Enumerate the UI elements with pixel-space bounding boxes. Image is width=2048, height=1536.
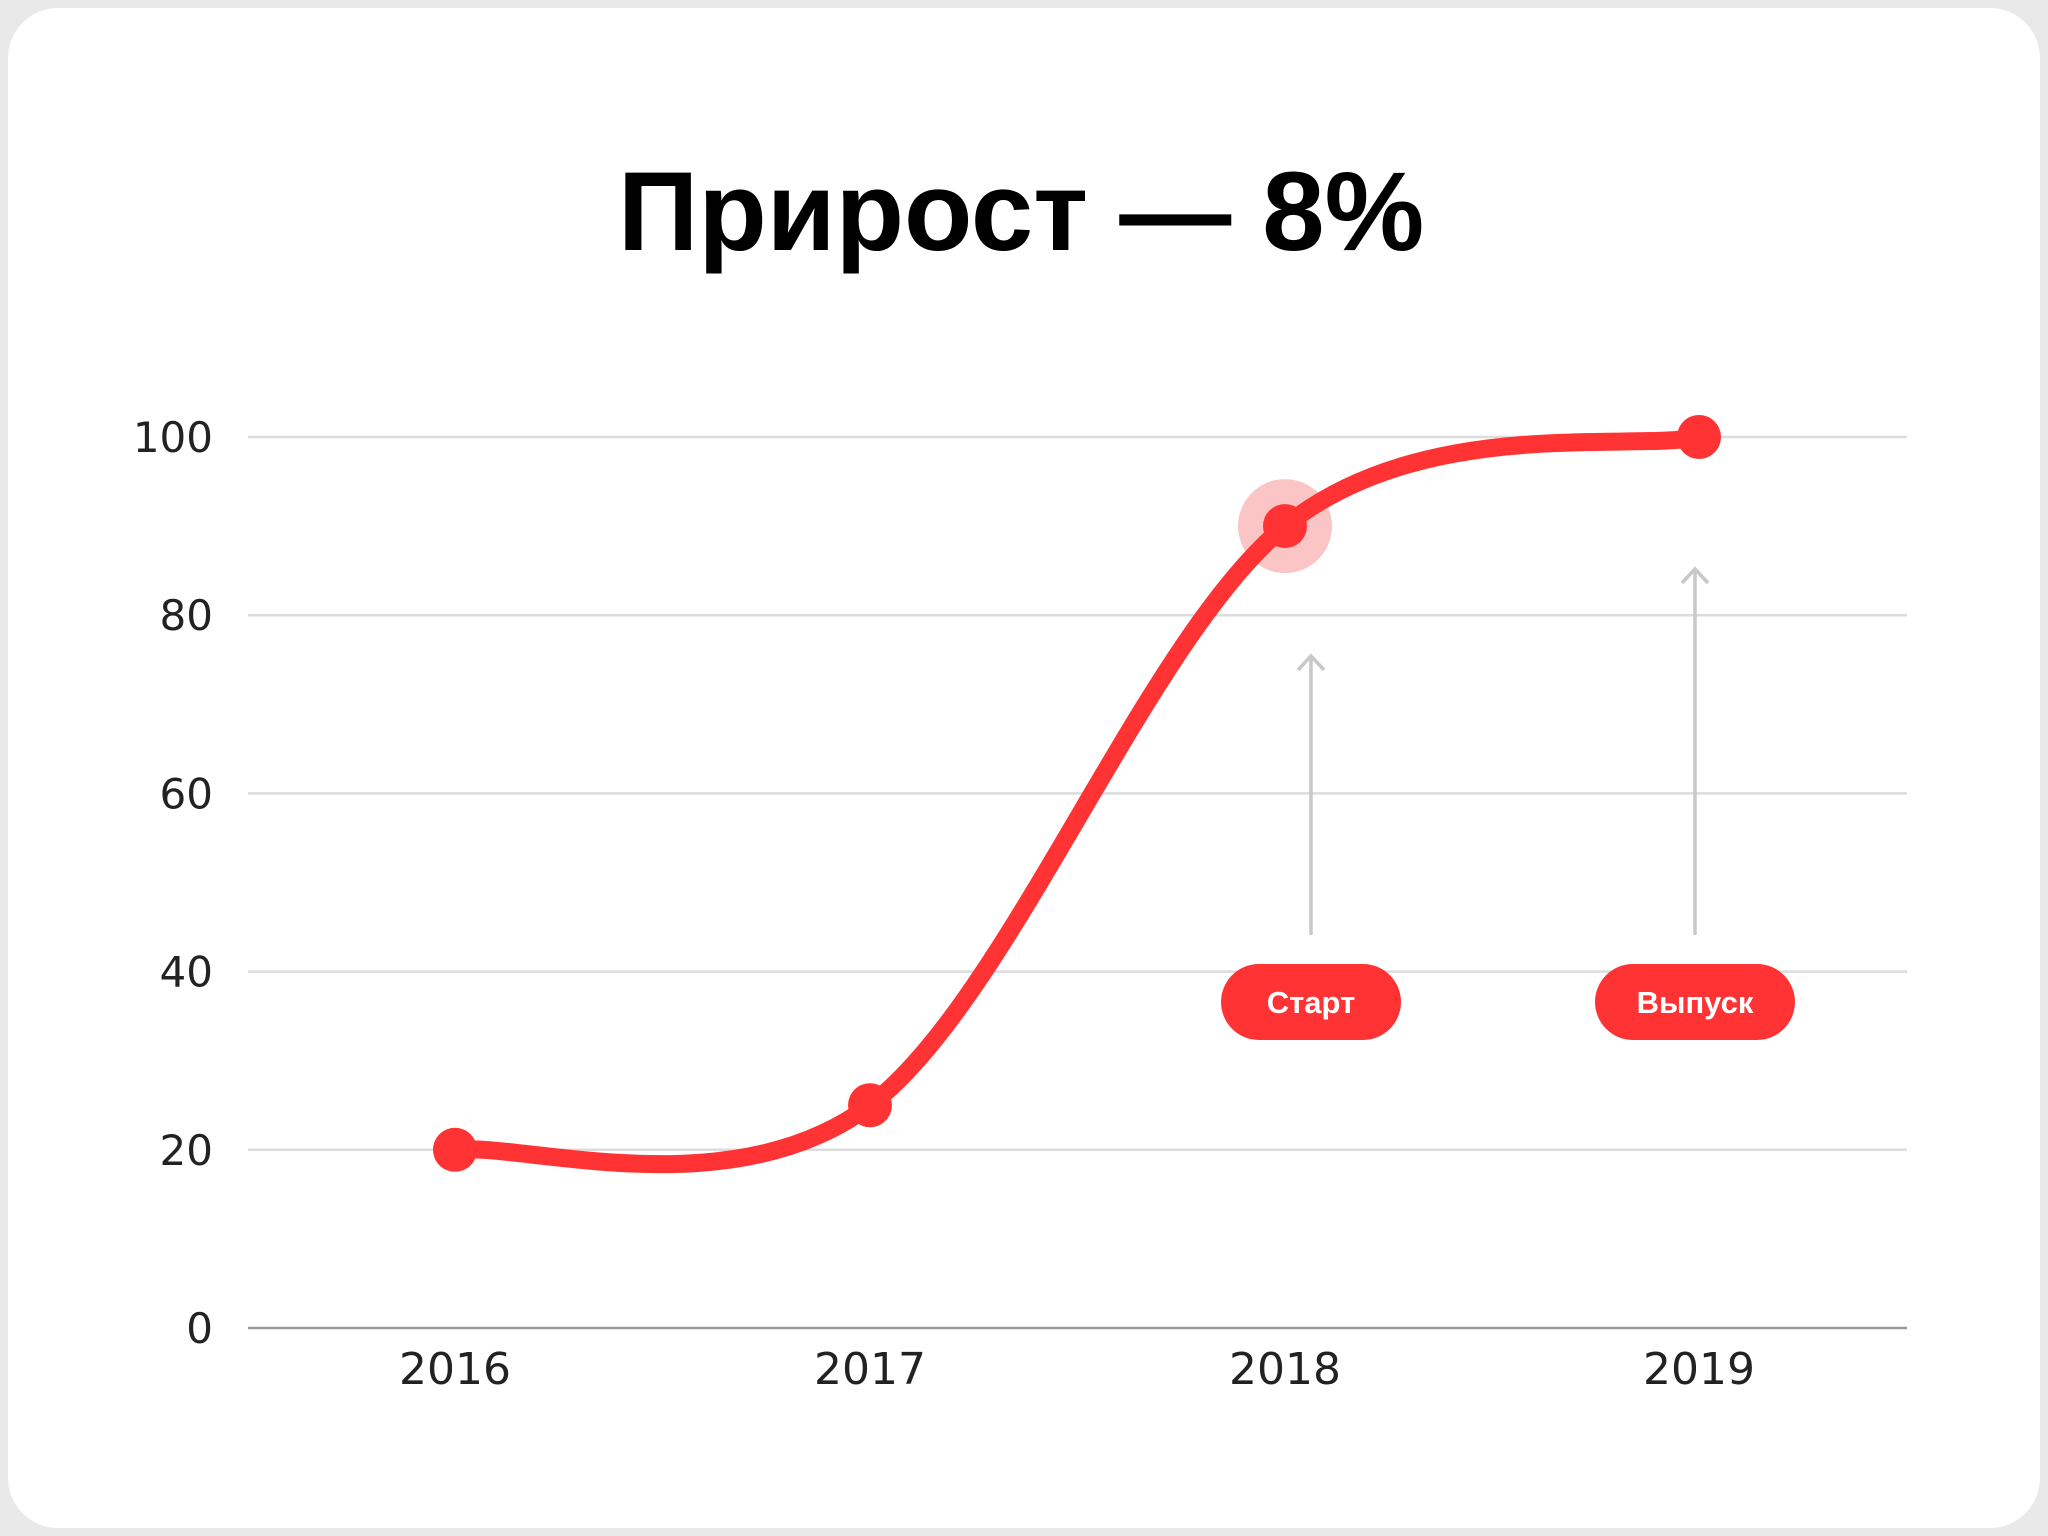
data-point <box>1677 415 1721 459</box>
data-point <box>1263 504 1307 549</box>
y-tick-label: 60 <box>160 769 213 818</box>
data-point <box>433 1127 477 1172</box>
x-tick-label: 2016 <box>399 1344 511 1395</box>
x-tick-label: 2018 <box>1229 1344 1341 1395</box>
y-tick-label: 80 <box>160 591 213 640</box>
chart-title: Прирост — 8% <box>618 149 1424 274</box>
arrow-up-icon <box>1680 566 1710 935</box>
x-tick-label: 2019 <box>1643 1344 1755 1395</box>
y-tick-label: 0 <box>186 1304 213 1353</box>
annotation-pill <box>1595 964 1795 1040</box>
y-tick-label: 20 <box>160 1126 213 1175</box>
y-tick-label: 40 <box>160 948 213 997</box>
x-tick-label: 2017 <box>814 1344 926 1395</box>
arrow-up-icon <box>1296 653 1326 935</box>
series-line <box>446 428 1708 1174</box>
chart-card <box>8 8 2040 1528</box>
annotation-pill <box>1221 964 1401 1040</box>
y-tick-label: 100 <box>133 413 213 462</box>
annotation-label: Старт <box>1267 985 1356 1020</box>
data-point <box>848 1083 892 1128</box>
annotation-label: Выпуск <box>1637 985 1754 1020</box>
